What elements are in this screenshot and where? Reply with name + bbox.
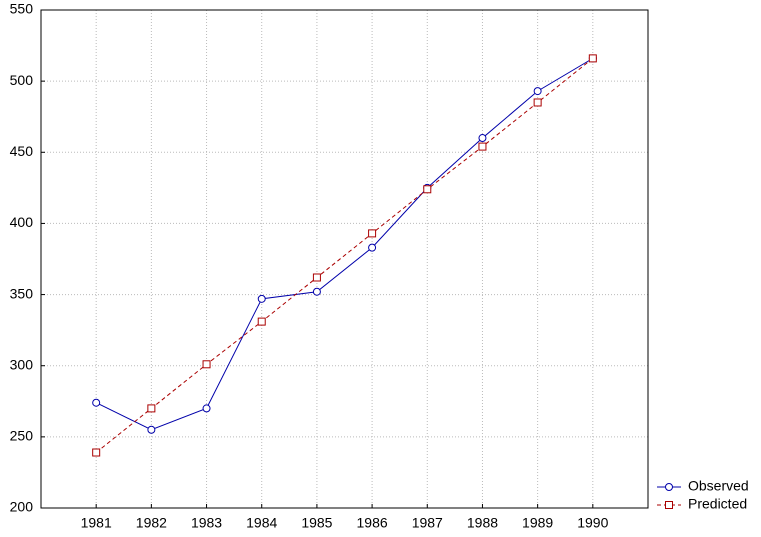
point [368, 243, 377, 252]
point [257, 317, 266, 326]
legend-marker [665, 501, 673, 509]
point [533, 87, 542, 96]
x-tick-label: 1989 [522, 515, 553, 531]
legend-marker [665, 483, 673, 491]
x-tick-label: 1990 [577, 515, 608, 531]
point [92, 398, 101, 407]
legend-label: Predicted [688, 496, 747, 512]
y-tick-label: 550 [10, 1, 34, 17]
x-tick-label: 1982 [136, 515, 167, 531]
legend-label: Observed [688, 478, 749, 494]
y-tick-label: 400 [10, 214, 34, 230]
point [478, 134, 487, 143]
point [423, 185, 432, 194]
x-tick-label: 1981 [81, 515, 112, 531]
point [533, 98, 542, 107]
y-tick-label: 200 [10, 499, 34, 515]
point [257, 294, 266, 303]
y-tick-label: 300 [10, 356, 34, 372]
y-tick-label: 350 [10, 285, 34, 301]
point [147, 404, 156, 413]
x-tick-label: 1984 [246, 515, 277, 531]
series-line [95, 57, 594, 453]
point [202, 360, 211, 369]
point [478, 142, 487, 151]
x-tick-label: 1988 [467, 515, 498, 531]
series-line [95, 57, 594, 431]
point [92, 448, 101, 457]
point [312, 287, 321, 296]
point [588, 54, 597, 63]
point [368, 229, 377, 238]
x-tick-label: 1987 [412, 515, 443, 531]
x-tick-label: 1983 [191, 515, 222, 531]
point [312, 273, 321, 282]
y-tick-label: 250 [10, 428, 34, 444]
y-tick-label: 450 [10, 143, 34, 159]
point [147, 425, 156, 434]
y-tick-label: 500 [10, 72, 34, 88]
point [202, 404, 211, 413]
plot-frame [40, 9, 649, 509]
x-tick-label: 1986 [357, 515, 388, 531]
x-tick-label: 1985 [301, 515, 332, 531]
